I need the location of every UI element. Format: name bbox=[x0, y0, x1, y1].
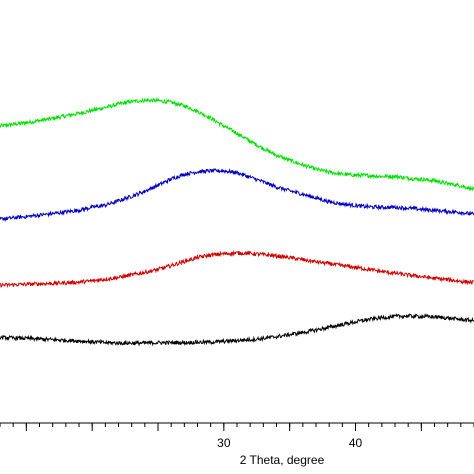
series-line-1 bbox=[0, 97, 474, 192]
series-layer bbox=[0, 97, 474, 347]
x-axis-title: 2 Theta, degree bbox=[240, 453, 325, 467]
x-tick-label-30: 30 bbox=[217, 436, 231, 450]
series-line-4 bbox=[0, 313, 474, 347]
series-line-2 bbox=[0, 168, 474, 223]
x-tick-label-40: 40 bbox=[349, 436, 363, 450]
x-major-ticks: 30 40 bbox=[25, 423, 422, 450]
series-line-3 bbox=[0, 250, 474, 288]
x-minor-ticks bbox=[0, 423, 474, 427]
x-axis: 30 40 bbox=[0, 422, 474, 450]
